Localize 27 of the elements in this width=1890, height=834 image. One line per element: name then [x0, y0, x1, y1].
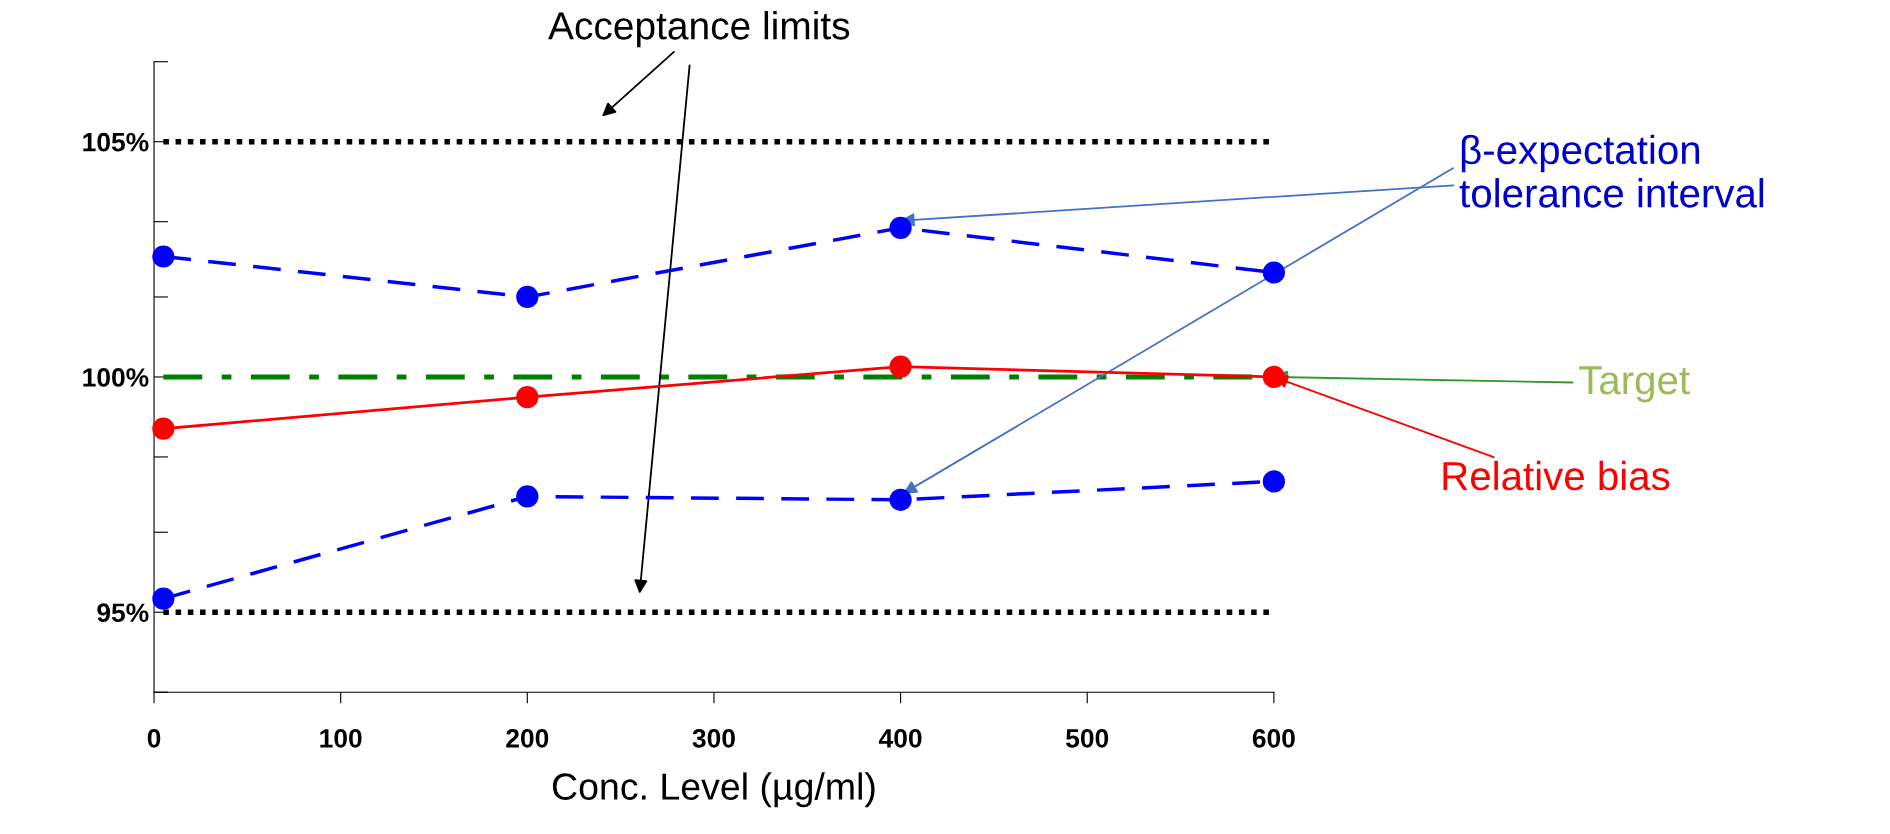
x-tick-label: 200: [506, 729, 549, 748]
x-tick-label: 300: [692, 729, 735, 748]
point: [152, 587, 175, 610]
x-axis-title: Conc. Level (µg/ml): [552, 772, 875, 808]
point: [152, 245, 175, 268]
x-tick-label: 0: [147, 729, 161, 748]
annotation: Relative bias: [1443, 460, 1670, 491]
x-tick-label: 100: [320, 729, 362, 748]
x-tick-label: 500: [1066, 729, 1109, 748]
point: [1262, 365, 1285, 389]
annotation: Acceptance limits: [548, 11, 850, 48]
x-tick-label: 600: [1252, 729, 1295, 748]
point: [889, 488, 912, 511]
y-tick-label: 95%: [97, 603, 149, 623]
y-tick-label: 105%: [83, 132, 149, 152]
point: [516, 386, 539, 409]
point: [889, 355, 912, 378]
point: [516, 485, 539, 508]
y-tick-label: 100%: [83, 368, 149, 387]
point: [1262, 470, 1285, 493]
x-tick-label: 400: [878, 729, 922, 748]
point: [516, 285, 539, 309]
point: [889, 216, 912, 239]
annotation: β-expectation tolerance interval: [1459, 134, 1764, 208]
annotation: Target: [1579, 366, 1690, 403]
point: [1262, 261, 1285, 284]
point: [152, 417, 175, 440]
